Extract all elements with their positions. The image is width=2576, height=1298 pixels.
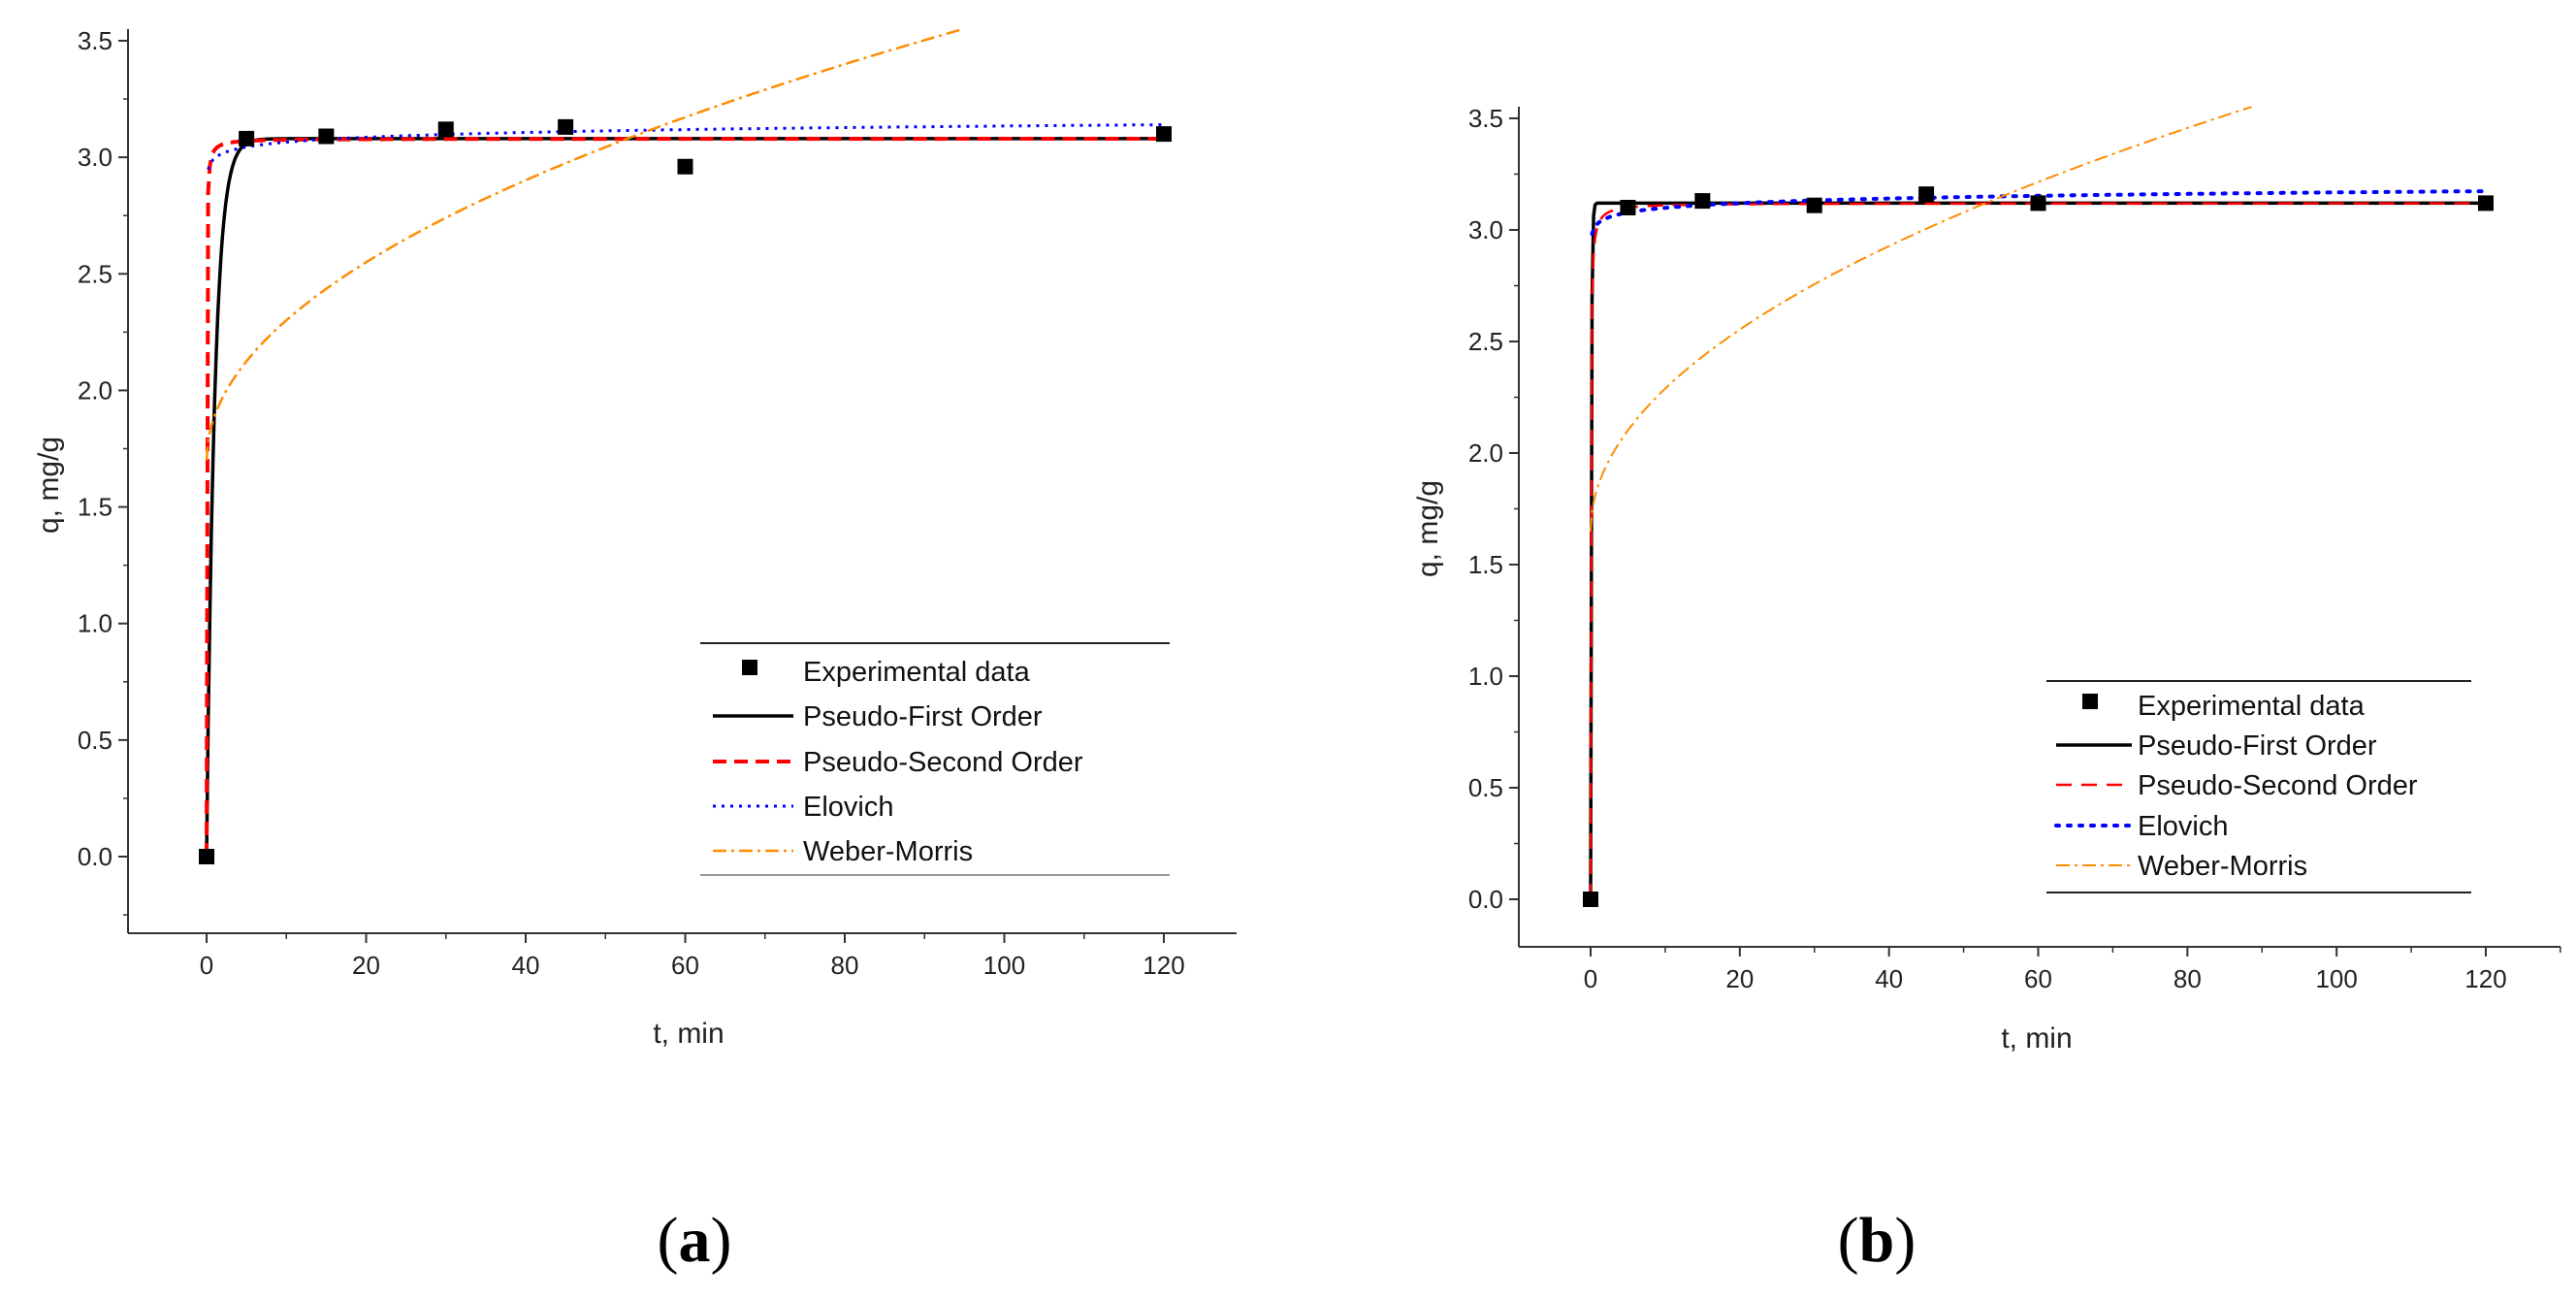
y-tick-label: 1.5 [1468, 550, 1503, 579]
x-tick-label: 80 [2174, 964, 2202, 993]
x-axis-ticks: 0 20 40 60 80 100 120 [200, 933, 1185, 980]
data-point [1583, 892, 1598, 907]
legend-label-weber-morris: Weber-Morris [2138, 851, 2307, 882]
x-axis-title: t, min [653, 1018, 724, 1050]
data-point [1620, 200, 1636, 215]
legend-label-pseudo-second-order: Pseudo-Second Order [803, 747, 1083, 778]
y-tick-label: 0.5 [1468, 773, 1503, 802]
data-point [2478, 195, 2494, 211]
y-tick-label: 1.5 [78, 493, 113, 522]
data-point [199, 849, 214, 864]
y-tick-label: 1.0 [78, 609, 113, 638]
y-axis-title: q, mg/g [1412, 480, 1444, 577]
y-tick-label: 1.0 [1468, 662, 1503, 691]
series-line-weber-morris [1590, 106, 2252, 532]
legend: Experimental data Pseudo-First Order Pse… [700, 642, 1170, 876]
data-point [239, 130, 255, 146]
chart-panel-b: 0.0 0.5 1.0 1.5 2.0 2.5 3.0 3.5 0 20 40 60 80 100 120… [1412, 104, 2561, 1276]
data-point [1694, 193, 1711, 210]
x-tick-label: 120 [1143, 951, 1184, 980]
y-tick-label: 3.5 [1468, 104, 1503, 133]
legend-label-elovich: Elovich [2138, 811, 2229, 842]
legend: Experimental data Pseudo-First Order Pse… [2046, 680, 2471, 893]
x-axis-ticks: 0 20 40 60 80 100 120 [1584, 947, 2561, 993]
y-tick-label: 2.5 [78, 259, 113, 288]
y-tick-label: 0.0 [78, 842, 113, 871]
data-point [1156, 126, 1172, 143]
data-point [437, 121, 454, 138]
y-axis-title: q, mg/g [33, 437, 65, 534]
legend-label-pseudo-first-order: Pseudo-First Order [2138, 730, 2377, 762]
y-tick-label: 0.5 [78, 726, 113, 755]
panel-label-b: (b) [1838, 1205, 1916, 1276]
x-tick-label: 40 [1875, 964, 1903, 993]
legend-marker-experimental [742, 660, 757, 675]
data-point [318, 128, 335, 145]
y-tick-label: 2.0 [1468, 438, 1503, 468]
data-point [2030, 195, 2046, 211]
x-tick-label: 60 [671, 951, 699, 980]
y-tick-label: 3.0 [1468, 215, 1503, 244]
x-tick-label: 80 [831, 951, 859, 980]
legend-label-pseudo-second-order: Pseudo-Second Order [2138, 770, 2418, 801]
x-axis-title: t, min [2001, 1022, 2072, 1055]
x-tick-label: 40 [512, 951, 540, 980]
y-tick-label: 3.5 [78, 26, 113, 55]
data-point [677, 158, 693, 175]
legend-label-experimental: Experimental data [803, 657, 1031, 688]
legend-label-elovich: Elovich [803, 792, 894, 823]
data-point [1806, 197, 1822, 213]
x-tick-label: 0 [200, 951, 213, 980]
legend-label-pseudo-first-order: Pseudo-First Order [803, 701, 1043, 732]
y-axis-ticks: 0.0 0.5 1.0 1.5 2.0 2.5 3.0 3.5 [1468, 104, 1519, 914]
experimental-points [1583, 186, 2494, 907]
y-tick-label: 2.0 [78, 375, 113, 405]
panel-label-a: (a) [658, 1205, 732, 1276]
fit-curves [205, 27, 1165, 858]
legend-marker-experimental [2082, 694, 2098, 709]
chart-panel-a: 0.0 0.5 1.0 1.5 2.0 2.5 3.0 3.5 0 20 40 60 80 100 120… [33, 26, 1237, 1276]
data-point [1918, 186, 1935, 203]
x-tick-label: 0 [1584, 964, 1597, 993]
data-point [558, 118, 574, 135]
x-tick-label: 20 [352, 951, 380, 980]
x-tick-label: 100 [2315, 964, 2357, 993]
x-tick-label: 20 [1725, 964, 1754, 993]
legend-label-experimental: Experimental data [2138, 691, 2366, 722]
series-line-weber-morris [205, 27, 964, 461]
x-tick-label: 100 [983, 951, 1025, 980]
series-line-pseudo-second-order [205, 137, 1165, 858]
y-tick-label: 2.5 [1468, 327, 1503, 356]
y-tick-label: 3.0 [78, 143, 113, 172]
legend-label-weber-morris: Weber-Morris [803, 836, 973, 867]
x-tick-label: 60 [2024, 964, 2052, 993]
experimental-points [199, 118, 1172, 864]
x-tick-label: 120 [2464, 964, 2506, 993]
y-tick-label: 0.0 [1468, 885, 1503, 914]
